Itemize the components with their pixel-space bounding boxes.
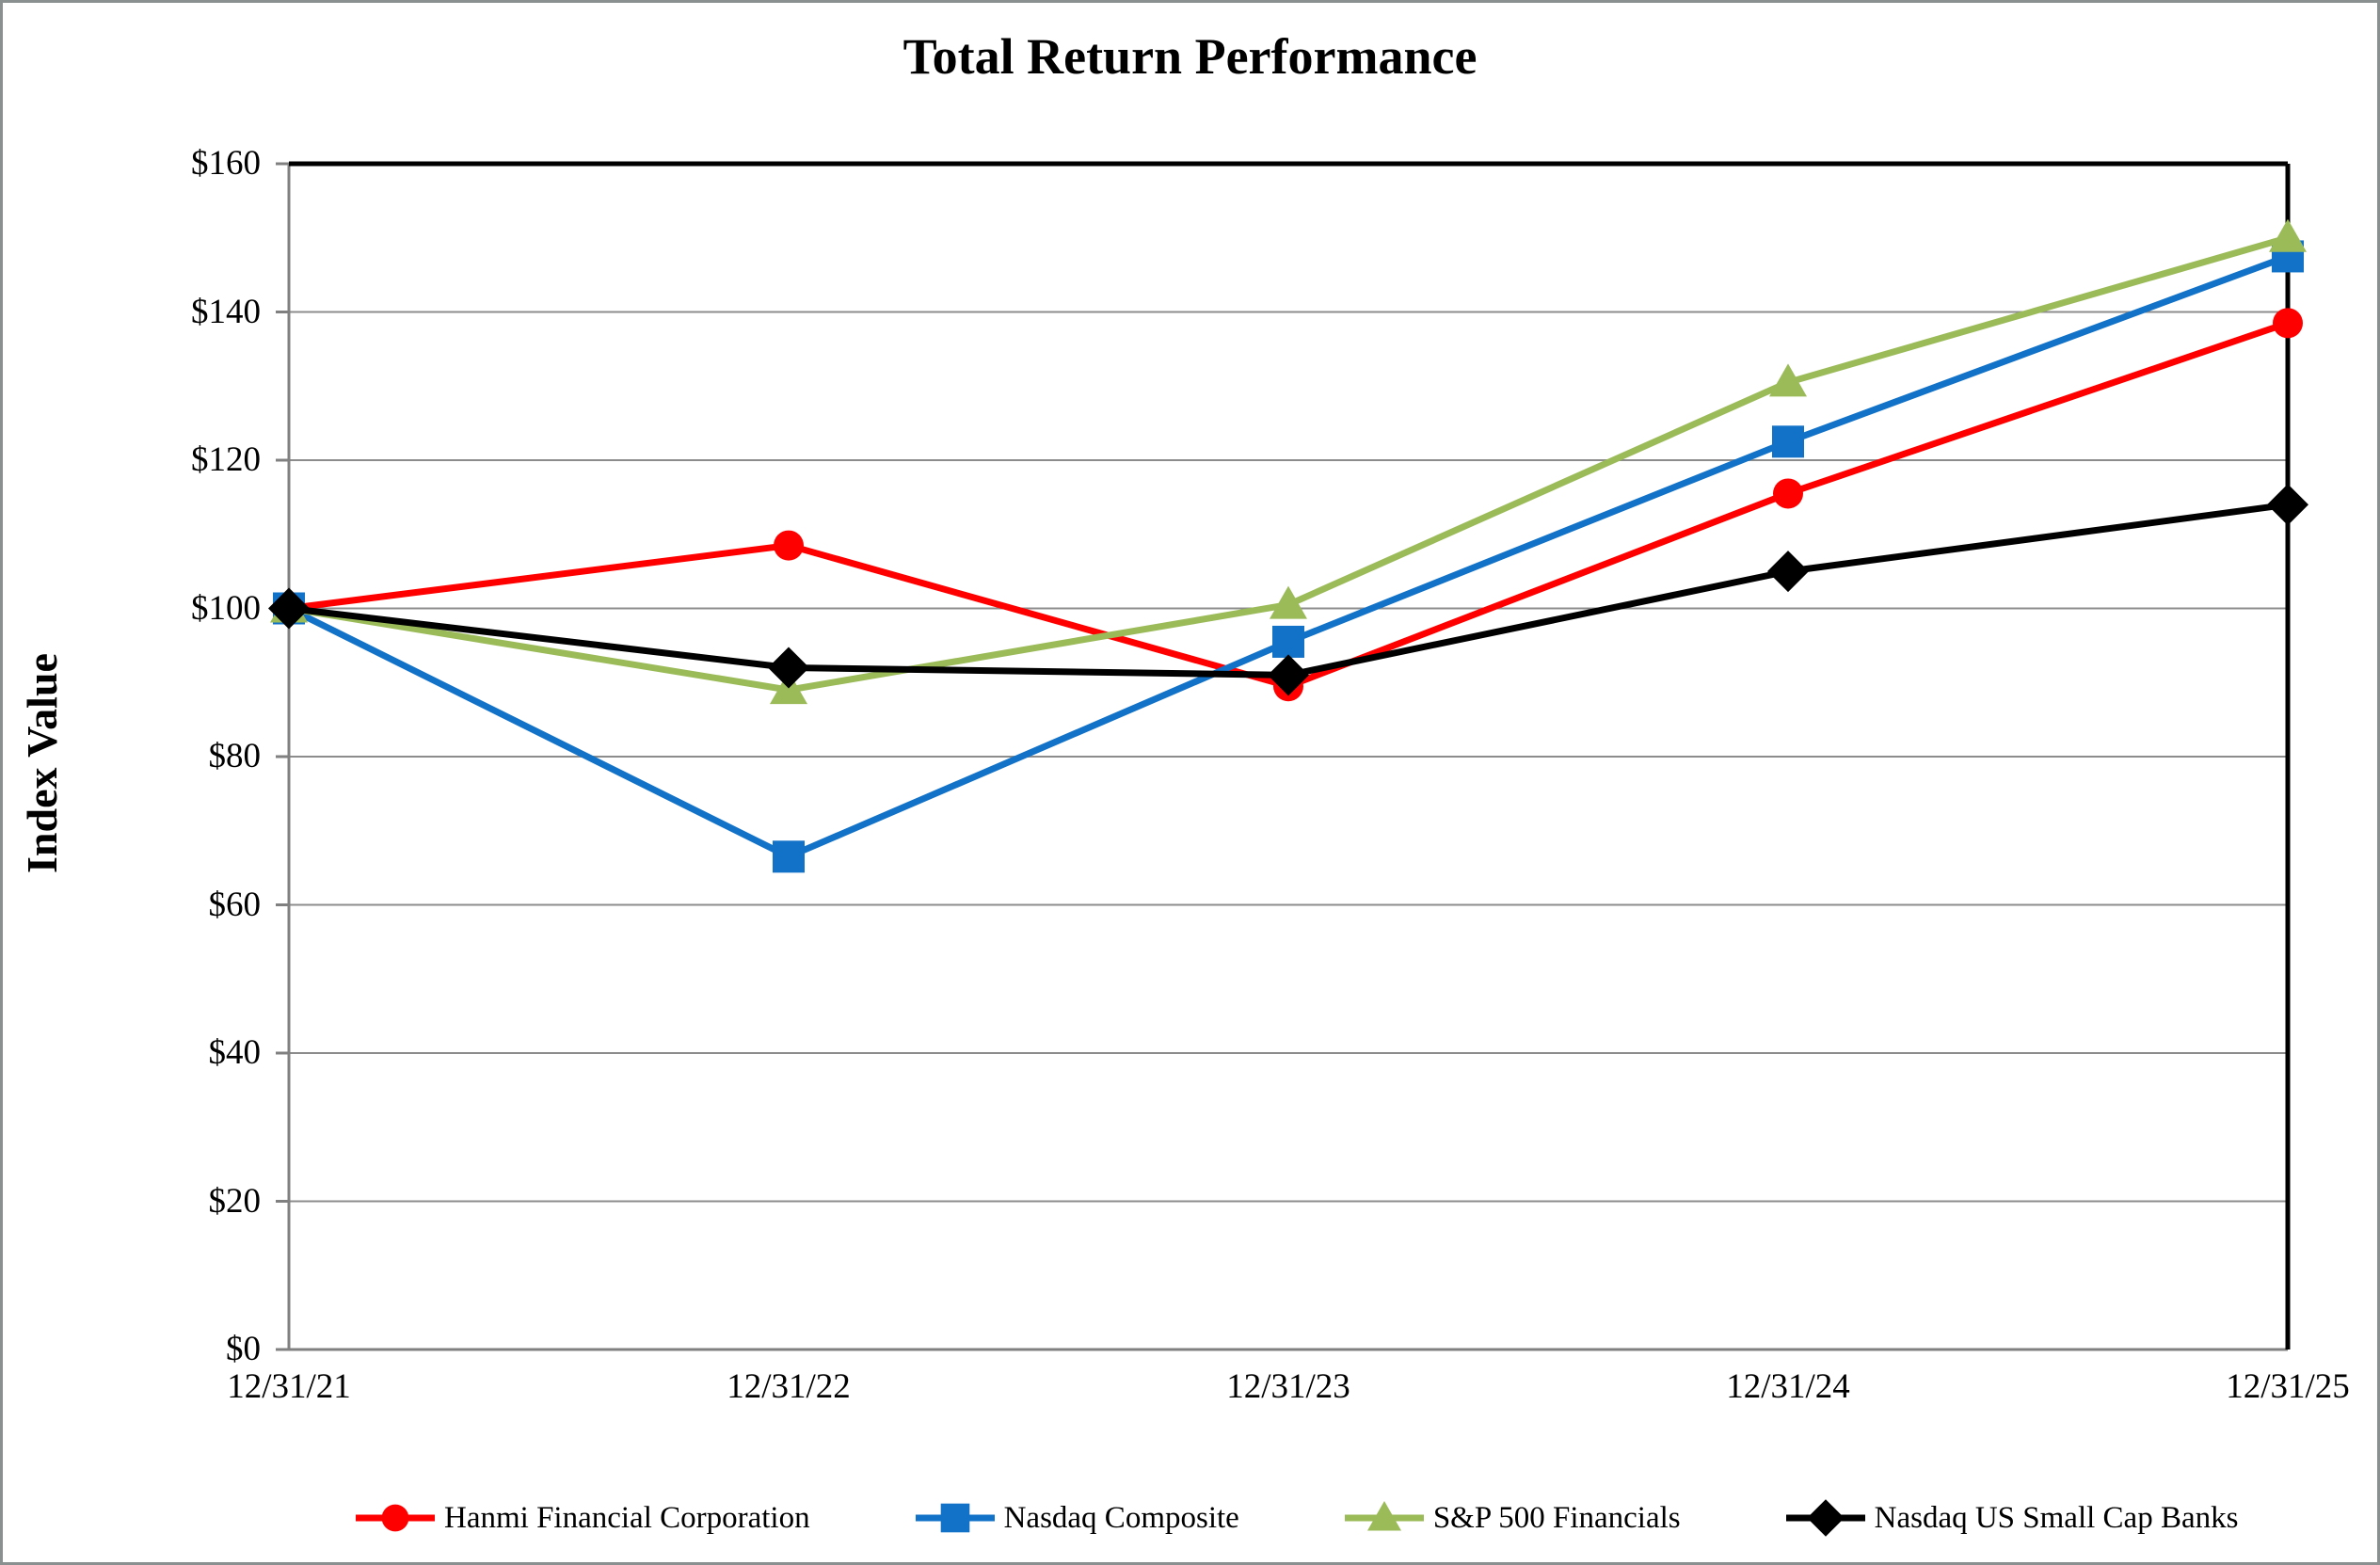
- series-marker-diamond: [1767, 551, 1809, 593]
- circle-legend-marker-icon: [356, 1504, 435, 1532]
- y-tick-label: $140: [191, 292, 261, 331]
- series-marker-square: [1772, 425, 1804, 458]
- series-line: [285, 252, 2292, 860]
- y-tick-label: $120: [191, 440, 261, 479]
- triangle-legend-marker-icon: [1344, 1501, 1424, 1531]
- series-marker-diamond: [2267, 484, 2308, 526]
- series-marker-triangle: [2269, 218, 2307, 252]
- y-tick-label: $100: [191, 588, 261, 628]
- series-marker-square: [773, 840, 805, 873]
- series-marker-diamond: [768, 647, 809, 689]
- x-tick-label: 12/31/21: [227, 1367, 351, 1406]
- series-marker-triangle: [1270, 585, 1307, 619]
- x-tick-label: 12/31/23: [1226, 1367, 1350, 1406]
- series-marker-circle: [774, 530, 804, 561]
- series-line: [285, 234, 2292, 694]
- y-tick-label: $60: [208, 885, 262, 924]
- legend-label: Nasdaq US Small Cap Banks: [1874, 1500, 2239, 1535]
- legend-item: Hanmi Financial Corporation: [356, 1495, 810, 1541]
- diamond-legend-marker-icon: [1785, 1499, 1865, 1537]
- legend-marker-triangle: [1366, 1501, 1401, 1531]
- series-marker-diamond: [268, 587, 310, 630]
- legend: Hanmi Financial Corporation Nasdaq Compos…: [3, 1495, 2377, 1541]
- series-marker-square: [1272, 625, 1304, 658]
- x-tick-label: 12/31/24: [1726, 1367, 1850, 1406]
- y-tick-label: $0: [226, 1330, 261, 1368]
- legend-marker-square: [940, 1503, 969, 1533]
- legend-label: Hanmi Financial Corporation: [444, 1500, 810, 1535]
- y-tick-label: $40: [208, 1033, 262, 1072]
- square-legend-marker-icon: [915, 1503, 995, 1533]
- legend-item: Nasdaq Composite: [915, 1495, 1239, 1541]
- legend-item: S&P 500 Financials: [1344, 1495, 1681, 1541]
- y-tick-label: $160: [191, 144, 261, 183]
- chart-title: Total Return Performance: [902, 28, 1478, 85]
- legend-label: Nasdaq Composite: [1003, 1500, 1239, 1535]
- legend-marker-circle: [381, 1504, 409, 1532]
- legend-item: Nasdaq US Small Cap Banks: [1785, 1495, 2239, 1541]
- y-tick-label: $80: [208, 737, 262, 775]
- x-tick-label: 12/31/25: [2226, 1367, 2350, 1406]
- series-marker-triangle: [1769, 363, 1807, 397]
- series-marker-circle: [1773, 478, 1803, 509]
- series-marker-circle: [2273, 308, 2303, 339]
- plot-area: [268, 161, 2308, 1351]
- x-tick-label: 12/31/22: [727, 1367, 851, 1406]
- legend-label: S&P 500 Financials: [1432, 1500, 1681, 1535]
- series-marker-diamond: [1268, 654, 1309, 696]
- legend-marker-diamond: [1806, 1499, 1845, 1537]
- y-tick-label: $20: [208, 1181, 262, 1221]
